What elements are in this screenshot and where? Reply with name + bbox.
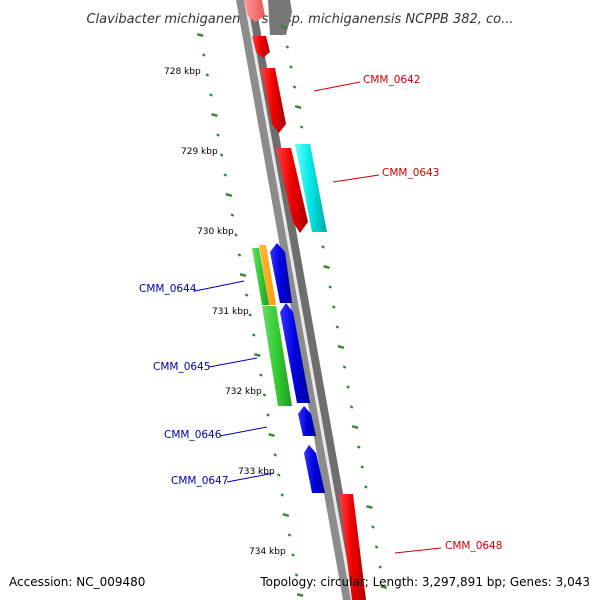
right-ruler-tick [374,545,379,549]
gene-cmm-0647[interactable] [304,445,325,493]
left-ruler-tick [296,593,304,597]
right-ruler-tick [337,345,345,349]
left-ruler-tick [273,453,277,457]
left-ruler-tick [266,413,270,417]
left-ruler-tick [268,433,275,437]
left-ruler-tick [216,133,220,137]
right-ruler-tick [356,445,361,449]
left-ruler-tick [259,373,263,377]
left-ruler-tick [280,493,285,497]
gene-orange-segment[interactable] [259,245,276,305]
gene-label-cmm-0644[interactable]: CMM_0644 [139,283,197,295]
partial-feature-top [268,0,292,35]
gene-cmm-0646[interactable] [298,406,316,436]
leader-cmm-0646 [219,426,268,437]
gene-label-cmm-0646[interactable]: CMM_0646 [164,429,222,441]
gene-blue-2[interactable] [280,303,310,403]
scale-label-730: 730 kbp [197,227,234,237]
left-ruler-tick [209,93,213,97]
left-ruler-tick [287,533,292,537]
right-ruler-tick [294,105,302,109]
right-ruler-tick [371,525,375,529]
right-ruler-tick [321,245,325,249]
gene-cmm-0644[interactable] [252,248,269,305]
left-ruler-tick [223,173,228,177]
right-ruler-tick [331,305,336,309]
accession-text: Accession: NC_009480 [9,575,145,589]
leader-cmm-0648 [394,547,442,554]
gene-blue-1[interactable] [270,243,292,303]
right-ruler-tick [328,285,332,289]
leader-cmm-0647 [226,472,275,483]
gene-label-cmm-0643[interactable]: CMM_0643 [382,167,439,179]
gene-fwd-small-top[interactable] [252,36,270,58]
left-ruler-tick [253,353,261,357]
right-ruler-tick [289,65,293,69]
left-ruler-tick [230,213,235,217]
genome-backbone [236,0,362,600]
left-ruler-tick [251,333,256,337]
right-ruler-tick [335,325,340,329]
scale-label-729: 729 kbp [181,147,218,157]
leader-cmm-0644 [194,280,245,292]
right-ruler-tick [349,405,354,409]
left-ruler-tick [219,153,224,157]
scale-label-728: 728 kbp [164,67,201,77]
left-ruler-tick [202,53,206,57]
leader-lines [194,81,442,554]
gene-cmm-0645[interactable] [262,306,292,406]
left-ruler-tick [294,573,299,577]
left-ruler-tick [196,33,204,37]
gene-labels: CMM_0642 CMM_0643 CMM_0648 CMM_0644 CMM_… [139,74,502,552]
leader-cmm-0645 [208,357,258,368]
scale-label-734: 734 kbp [249,547,286,557]
right-ruler-tick [285,45,290,49]
forward-strand-genes [244,0,366,600]
scale-label-731: 731 kbp [212,307,249,317]
right-ruler-tick [378,565,382,569]
leader-cmm-0642 [313,81,361,92]
leader-cmm-0643 [332,174,380,183]
right-ruler-tick [342,365,347,369]
right-ruler-tick [364,485,368,489]
left-ruler-tick [211,113,218,117]
left-ruler-tick [225,193,233,197]
scale-label-733: 733 kbp [238,467,275,477]
right-ruler-tick [380,585,388,589]
gene-cmm-0648[interactable] [339,494,366,600]
gene-label-cmm-0645[interactable]: CMM_0645 [153,361,210,373]
genome-summary-text: Topology: circular; Length: 3,297,891 bp… [259,575,590,589]
left-ruler-tick [237,253,242,257]
gene-label-cmm-0642[interactable]: CMM_0642 [363,74,420,86]
right-ruler-tick [366,505,373,509]
scale-labels: 728 kbp 729 kbp 730 kbp 731 kbp 732 kbp … [164,67,286,557]
gene-label-cmm-0647[interactable]: CMM_0647 [171,475,228,487]
reverse-strand-genes [252,243,325,493]
right-ruler-tick [346,385,350,389]
left-ruler-tick [282,513,290,517]
right-ruler-tick [323,265,330,269]
gene-cmm-0643-cyan[interactable] [295,144,327,232]
gene-fwd-partial-top[interactable] [244,0,265,22]
scale-label-732: 732 kbp [225,387,262,397]
left-ruler-tick [248,313,252,317]
right-ruler-tick [299,125,304,129]
right-ruler-tick [292,85,297,89]
left-ruler-tick [262,393,267,397]
right-ruler-tick [280,25,288,29]
gene-cmm-0642[interactable] [261,68,286,133]
gene-label-cmm-0648[interactable]: CMM_0648 [445,540,502,552]
gene-cmm-0643[interactable] [276,148,308,233]
right-ruler-tick [360,465,365,469]
left-ruler-tick [205,73,210,77]
map-title: Clavibacter michiganensis subsp. michiga… [86,12,513,27]
left-ruler-tick [291,553,295,557]
left-ruler-tick [276,473,281,477]
left-ruler-tick [239,273,247,277]
right-ruler-tick [351,425,359,429]
left-ruler-tick [244,293,249,297]
left-ruler-tick [234,233,238,237]
